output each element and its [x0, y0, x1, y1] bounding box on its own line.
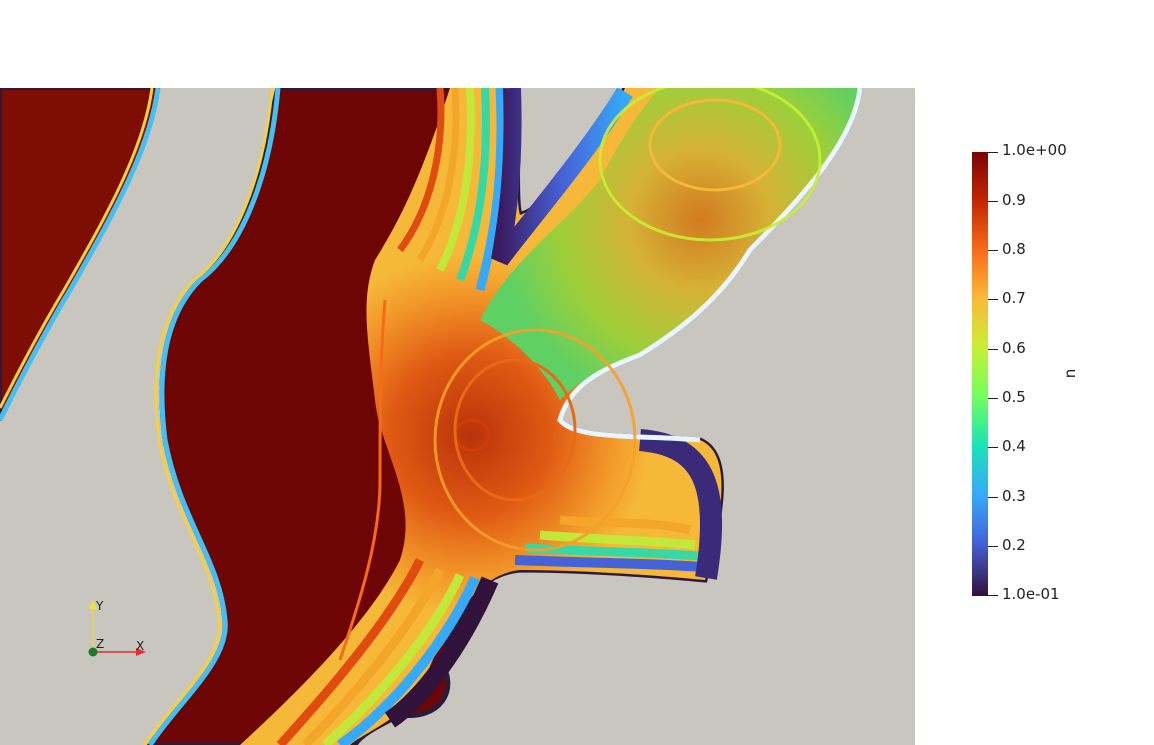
scalar-bar-tick [988, 349, 998, 350]
axis-label-z: Z [96, 637, 105, 651]
scalar-bar-title: u [1062, 368, 1081, 379]
scalar-bar-tick [988, 398, 998, 399]
scalar-bar-tick [988, 447, 998, 448]
scalar-bar [972, 152, 988, 596]
scalar-bar-tick [988, 250, 998, 251]
scalar-bar-tick [988, 595, 998, 596]
scalar-bar-tick [988, 201, 998, 202]
field-plot [0, 88, 863, 745]
scalar-bar-label: 0.3 [1002, 487, 1026, 505]
scalar-bar-label: 0.9 [1002, 191, 1026, 209]
axis-label-x: X [136, 639, 145, 653]
scalar-bar-label: 0.8 [1002, 240, 1026, 258]
scalar-bar-tick [988, 299, 998, 300]
scalar-bar-label: 0.5 [1002, 388, 1026, 406]
orientation-axes: Y X Z [80, 596, 160, 666]
axis-label-y: Y [96, 599, 104, 613]
scalar-bar-label: 1.0e-01 [1002, 585, 1060, 603]
scalar-bar-label: 0.2 [1002, 536, 1026, 554]
axes-glyph [88, 600, 146, 657]
scalar-bar-label: 0.7 [1002, 289, 1026, 307]
scalar-bar-label: 0.6 [1002, 339, 1026, 357]
scalar-bar-tick [988, 152, 998, 153]
render-viewport[interactable] [0, 88, 915, 745]
scalar-bar-label: 1.0e+00 [1002, 141, 1067, 159]
scalar-bar-tick [988, 497, 998, 498]
scalar-bar-label: 0.4 [1002, 437, 1026, 455]
scalar-bar-tick [988, 546, 998, 547]
